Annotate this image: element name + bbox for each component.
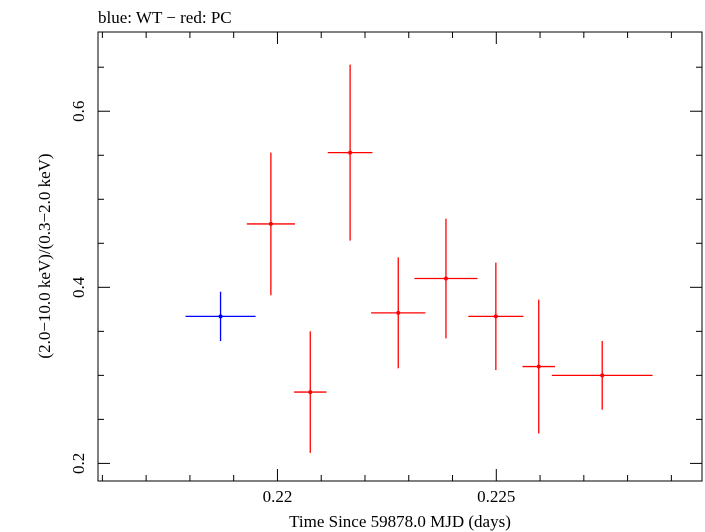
series-layer (185, 64, 653, 453)
y-tick-label: 0.2 (69, 453, 88, 474)
x-tick-label: 0.225 (477, 487, 515, 506)
data-point (268, 221, 273, 226)
plot-frame (97, 31, 703, 482)
data-point (396, 310, 401, 315)
y-tick-label: 0.6 (69, 101, 88, 122)
y-axis-label: (2.0−10.0 keV)/(0.3−2.0 keV) (35, 153, 54, 358)
data-point (308, 390, 313, 395)
data-point (600, 373, 605, 378)
data-point (536, 364, 541, 369)
axes-layer: 0.22 0.225 0.2 0.4 0.6 (69, 32, 702, 506)
data-point (348, 150, 353, 155)
x-axis-label: Time Since 59878.0 MJD (days) (289, 512, 511, 531)
data-point (443, 276, 448, 281)
chart-title: blue: WT − red: PC (98, 8, 232, 27)
y-tick-label: 0.4 (69, 276, 88, 298)
series-1 (246, 64, 653, 453)
data-point (493, 314, 498, 319)
x-tick-label: 0.22 (263, 487, 293, 506)
data-point (218, 314, 223, 319)
series-0 (185, 291, 256, 342)
